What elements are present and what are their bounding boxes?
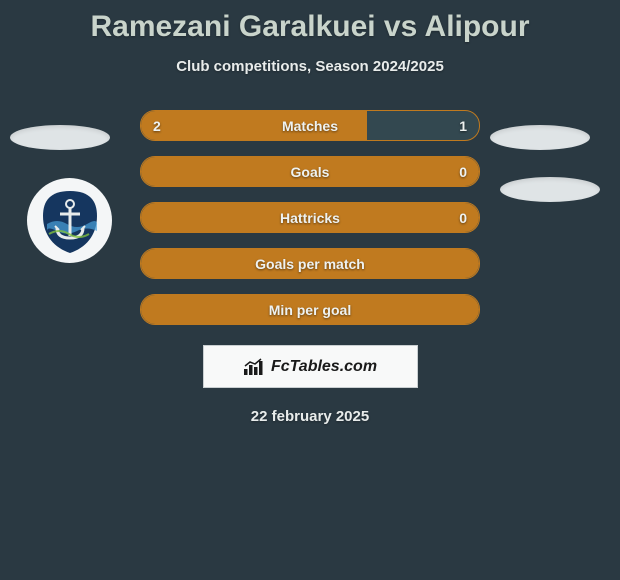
stat-right-value: 1	[459, 118, 467, 134]
stat-label: Goals	[291, 164, 330, 180]
stat-label: Goals per match	[255, 256, 365, 272]
stat-left-value: 2	[153, 118, 161, 134]
brand-text: FcTables.com	[271, 358, 377, 376]
comparison-container: 2 Matches 1 Goals 0 Hattricks 0 Goals pe…	[0, 110, 620, 325]
brand-box[interactable]: FcTables.com	[203, 345, 418, 388]
date-line: 22 february 2025	[0, 408, 620, 425]
stat-row-goals: Goals 0	[140, 156, 480, 187]
stat-row-hattricks: Hattricks 0	[140, 202, 480, 233]
stat-row-min-per-goal: Min per goal	[140, 294, 480, 325]
bar-chart-icon	[243, 358, 265, 376]
stat-row-goals-per-match: Goals per match	[140, 248, 480, 279]
stat-right-value: 0	[459, 164, 467, 180]
stat-label: Hattricks	[280, 210, 340, 226]
stat-label: Min per goal	[269, 302, 351, 318]
stat-label: Matches	[282, 118, 338, 134]
stat-row-matches: 2 Matches 1	[140, 110, 480, 141]
page-title: Ramezani Garalkuei vs Alipour	[0, 0, 620, 44]
subtitle: Club competitions, Season 2024/2025	[0, 58, 620, 75]
stat-right-value: 0	[459, 210, 467, 226]
